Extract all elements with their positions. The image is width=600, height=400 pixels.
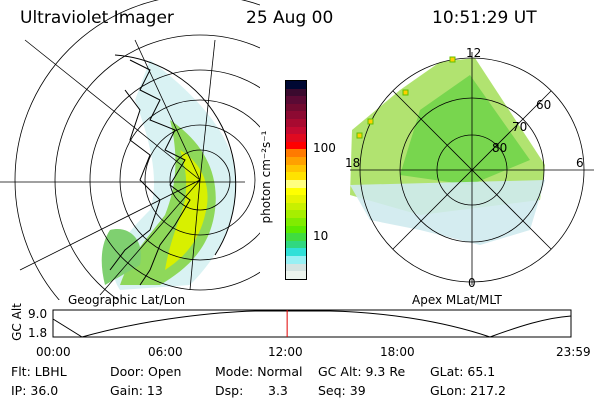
colorbar-band bbox=[286, 187, 306, 196]
colorbar-band bbox=[286, 81, 306, 89]
xtick-18: 18:00 bbox=[380, 345, 415, 359]
colorbar-band bbox=[286, 248, 306, 257]
colorbar bbox=[285, 80, 307, 280]
geographic-map bbox=[0, 0, 260, 300]
dsp-value: 3.3 bbox=[268, 383, 288, 398]
colorbar-band bbox=[286, 172, 306, 180]
xtick-12: 12:00 bbox=[268, 345, 303, 359]
geographic-caption: Geographic Lat/Lon bbox=[68, 293, 186, 307]
colorbar-band bbox=[286, 233, 306, 241]
gc-alt-info: GC Alt: 9.3 Re bbox=[318, 364, 406, 379]
xtick-06: 06:00 bbox=[148, 345, 183, 359]
colorbar-band bbox=[286, 164, 306, 173]
ip-info: IP: 36.0 bbox=[11, 383, 59, 398]
colorbar-band bbox=[286, 195, 306, 203]
xtick-00: 00:00 bbox=[36, 345, 71, 359]
altitude-ytick-1-8: 1.8 bbox=[28, 326, 48, 340]
altitude-ytick-9: 9.0 bbox=[28, 307, 48, 321]
colorbar-band bbox=[286, 157, 306, 165]
xtick-2359: 23:59 bbox=[556, 345, 591, 359]
glat-info: GLat: 65.1 bbox=[430, 364, 496, 379]
mlat-label-60: 60 bbox=[536, 98, 552, 112]
colorbar-band bbox=[286, 240, 306, 249]
seq-info: Seq: 39 bbox=[318, 383, 366, 398]
colorbar-band bbox=[286, 217, 306, 226]
colorbar-band bbox=[286, 210, 306, 218]
colorbar-band bbox=[286, 179, 306, 188]
gain-info: Gain: 13 bbox=[110, 383, 163, 398]
instrument-title: Ultraviolet Imager bbox=[20, 8, 174, 28]
door-info: Door: Open bbox=[110, 364, 182, 379]
polar-map bbox=[350, 52, 594, 285]
colorbar-tick-10: 10 bbox=[313, 229, 329, 243]
mlat-label-80: 80 bbox=[492, 141, 508, 155]
colorbar-band bbox=[286, 134, 306, 142]
colorbar-tick-100: 100 bbox=[313, 141, 336, 155]
time-label: 10:51:29 UT bbox=[432, 8, 537, 28]
mlt-label-6: 6 bbox=[576, 156, 584, 170]
colorbar-band bbox=[286, 141, 306, 150]
colorbar-band bbox=[286, 88, 306, 97]
glon-info: GLon: 217.2 bbox=[430, 383, 506, 398]
mlat-label-70: 70 bbox=[512, 120, 528, 134]
colorbar-band bbox=[286, 202, 306, 211]
mode-info: Mode: Normal bbox=[215, 364, 303, 379]
date-label: 25 Aug 00 bbox=[246, 8, 334, 28]
colorbar-band bbox=[286, 149, 306, 158]
colorbar-band bbox=[286, 256, 306, 264]
colorbar-band bbox=[286, 126, 306, 135]
mlt-label-18: 18 bbox=[345, 156, 361, 170]
mlt-label-12: 12 bbox=[466, 46, 482, 60]
mlt-label-0: 0 bbox=[468, 276, 476, 290]
dsp-label: Dsp: bbox=[215, 383, 244, 398]
filter-info: Flt: LBHL bbox=[11, 364, 67, 379]
colorbar-band bbox=[286, 225, 306, 234]
colorbar-band bbox=[286, 103, 306, 112]
colorbar-band bbox=[286, 271, 306, 279]
colorbar-band bbox=[286, 96, 306, 104]
colorbar-band bbox=[286, 263, 306, 272]
colorbar-band bbox=[286, 111, 306, 120]
colorbar-band bbox=[286, 119, 306, 127]
apex-caption: Apex MLat/MLT bbox=[412, 293, 502, 307]
